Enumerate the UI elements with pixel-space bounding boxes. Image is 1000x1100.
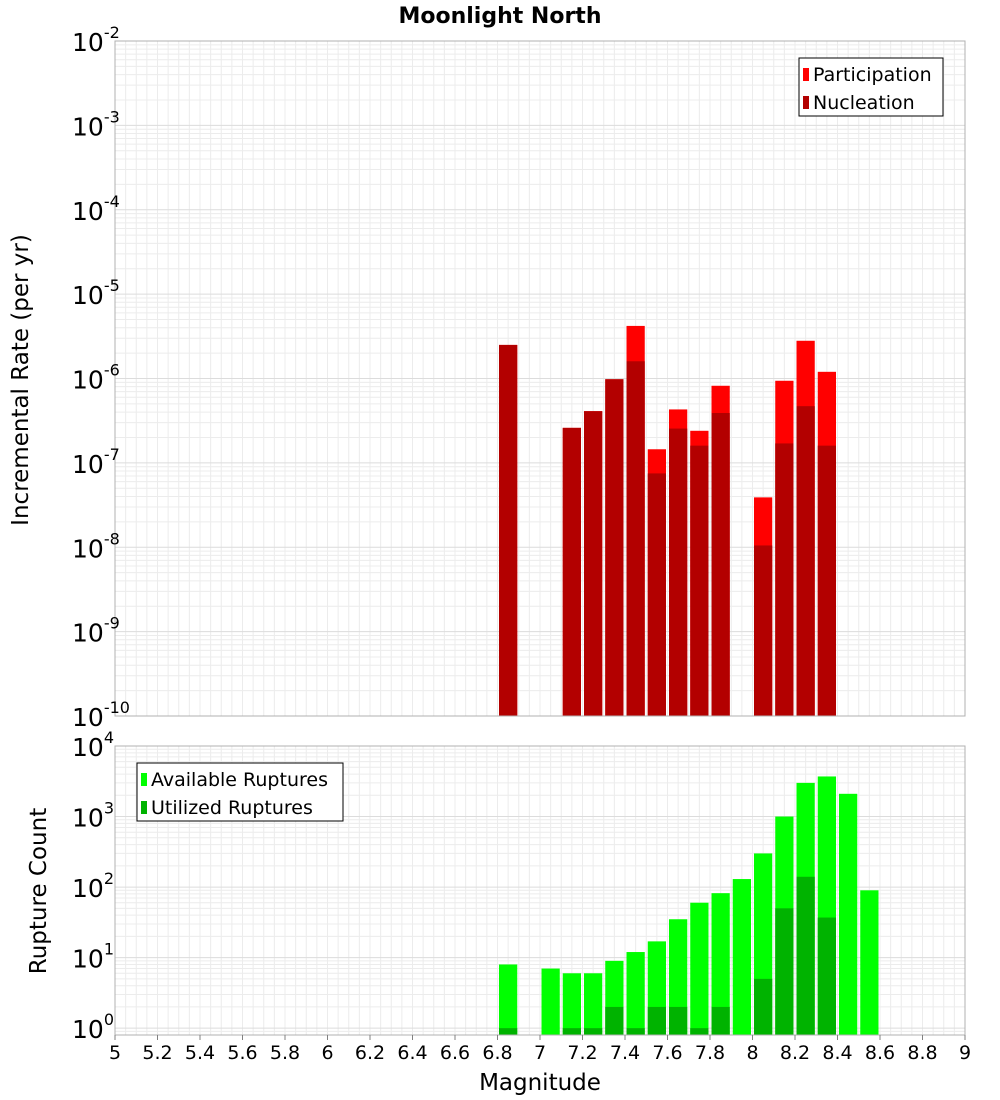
x-tick-label: 6.2 (355, 1042, 385, 1064)
top-y-tick-label: 10-8 (72, 529, 120, 563)
x-tick-labels: 5 5.2 5.4 5.6 5.8 6 6.2 6.4 6.6 6.8 7 7.2 7.4 7.6 7.8 8… (109, 1035, 971, 1064)
bottom-bar-utilized-ruptures (605, 1006, 624, 1035)
top-bar-nucleation (796, 406, 815, 716)
top-bar-nucleation (562, 427, 581, 716)
top-y-tick-label: 10-9 (72, 614, 120, 648)
x-tick-label: 7 (534, 1042, 546, 1064)
top-legend-label: Nucleation (813, 92, 915, 114)
x-tick-label: 5.2 (142, 1042, 172, 1064)
bottom-bar-available-ruptures (499, 964, 518, 1035)
top-legend-swatch (803, 96, 809, 109)
bottom-y-tick-label: 100 (72, 1010, 114, 1044)
x-tick-label: 5.6 (227, 1042, 257, 1064)
bottom-legend-label: Utilized Ruptures (151, 797, 313, 819)
x-tick-label: 5 (109, 1042, 121, 1064)
x-tick-label: 7.4 (610, 1042, 640, 1064)
top-bar-nucleation (817, 445, 836, 716)
bottom-bar-utilized-ruptures (499, 1028, 518, 1035)
top-y-tick-label: 10-3 (72, 107, 120, 141)
bottom-y-tick-label: 101 (72, 940, 114, 974)
bottom-legend: Available Ruptures Utilized Ruptures (136, 762, 344, 822)
bottom-bar-utilized-ruptures (584, 1028, 603, 1035)
bottom-y-axis-title: Rupture Count (26, 808, 52, 974)
x-tick-label: 6.8 (482, 1042, 512, 1064)
bottom-bar-utilized-ruptures (690, 1028, 709, 1035)
x-tick-label: 7.2 (567, 1042, 597, 1064)
bottom-bar-available-ruptures (562, 973, 581, 1035)
top-bar-nucleation (775, 443, 794, 716)
top-legend-label: Participation (813, 64, 932, 86)
bottom-y-tick-label: 103 (72, 799, 114, 833)
top-y-tick-label: 10-10 (72, 698, 130, 732)
bottom-legend-label: Available Ruptures (151, 769, 328, 791)
bottom-bar-available-ruptures (541, 968, 560, 1035)
x-tick-label: 5.4 (185, 1042, 215, 1064)
top-bar-nucleation (711, 413, 730, 716)
top-bar-nucleation (754, 545, 773, 716)
top-legend: Participation Nucleation (798, 57, 944, 117)
x-tick-label: 8 (746, 1042, 758, 1064)
top-bar-nucleation (647, 473, 666, 716)
bottom-bar-available-ruptures (690, 902, 709, 1035)
x-tick-label: 5.8 (270, 1042, 300, 1064)
top-bar-nucleation (626, 361, 645, 716)
bottom-bar-available-ruptures (839, 793, 858, 1035)
bottom-bar-available-ruptures (860, 890, 879, 1035)
bottom-bar-available-ruptures (584, 973, 603, 1035)
bottom-bar-available-ruptures (626, 952, 645, 1035)
x-tick-label: 8.2 (780, 1042, 810, 1064)
top-y-axis-title: Incremental Rate (per yr) (8, 234, 34, 526)
top-bars (499, 325, 836, 716)
bottom-bar-available-ruptures (732, 879, 751, 1035)
bottom-legend-box (136, 762, 344, 822)
bottom-y-tick-label: 104 (72, 728, 114, 762)
top-bar-nucleation (690, 445, 709, 716)
top-y-tick-label: 10-5 (72, 276, 120, 310)
x-tick-label: 9 (959, 1042, 971, 1064)
x-axis-title: Magnitude (479, 1070, 601, 1096)
bottom-bars (499, 776, 879, 1035)
bottom-bar-utilized-ruptures (775, 908, 794, 1035)
top-bar-nucleation (669, 428, 688, 716)
top-plot-frame (114, 40, 966, 717)
x-tick-label: 7.6 (652, 1042, 682, 1064)
x-tick-label: 6.6 (440, 1042, 470, 1064)
x-tick-label: 6.4 (397, 1042, 427, 1064)
x-tick-label: 8.8 (907, 1042, 937, 1064)
x-tick-label: 7.8 (695, 1042, 725, 1064)
top-y-tick-label: 10-4 (72, 192, 120, 226)
top-bar-nucleation (584, 411, 603, 716)
top-y-tick-label: 10-2 (72, 23, 120, 57)
top-legend-box (798, 57, 944, 117)
bottom-legend-swatch (141, 801, 147, 814)
bottom-y-tick-label: 102 (72, 869, 114, 903)
bottom-bar-utilized-ruptures (796, 876, 815, 1035)
top-legend-swatch (803, 68, 809, 81)
top-y-tick-label: 10-6 (72, 361, 120, 395)
bottom-bar-available-ruptures (711, 893, 730, 1035)
x-tick-label: 8.4 (822, 1042, 852, 1064)
chart-title: Moonlight North (398, 4, 601, 29)
bottom-plot-panel: 104 103 102 101 100 Available Ruptures Utilize… (72, 728, 971, 1064)
top-grid (114, 40, 966, 717)
bottom-bar-utilized-ruptures (647, 1006, 666, 1035)
bottom-bar-utilized-ruptures (626, 1028, 645, 1035)
top-bar-nucleation (499, 344, 518, 716)
bottom-legend-swatch (141, 773, 147, 786)
bottom-bar-utilized-ruptures (669, 1006, 688, 1035)
bottom-bar-available-ruptures (669, 919, 688, 1035)
top-bar-nucleation (605, 379, 624, 716)
top-y-tick-label: 10-7 (72, 445, 120, 479)
bottom-bar-utilized-ruptures (562, 1028, 581, 1035)
bottom-bar-utilized-ruptures (817, 917, 836, 1035)
x-tick-label: 6 (321, 1042, 333, 1064)
top-plot-panel: 10-2 10-3 10-4 10-5 10-6 10-7 10-8 10-9 10-10 Par… (72, 23, 966, 732)
x-tick-label: 8.6 (865, 1042, 895, 1064)
bottom-bar-utilized-ruptures (754, 978, 773, 1035)
bottom-bar-utilized-ruptures (711, 1006, 730, 1035)
